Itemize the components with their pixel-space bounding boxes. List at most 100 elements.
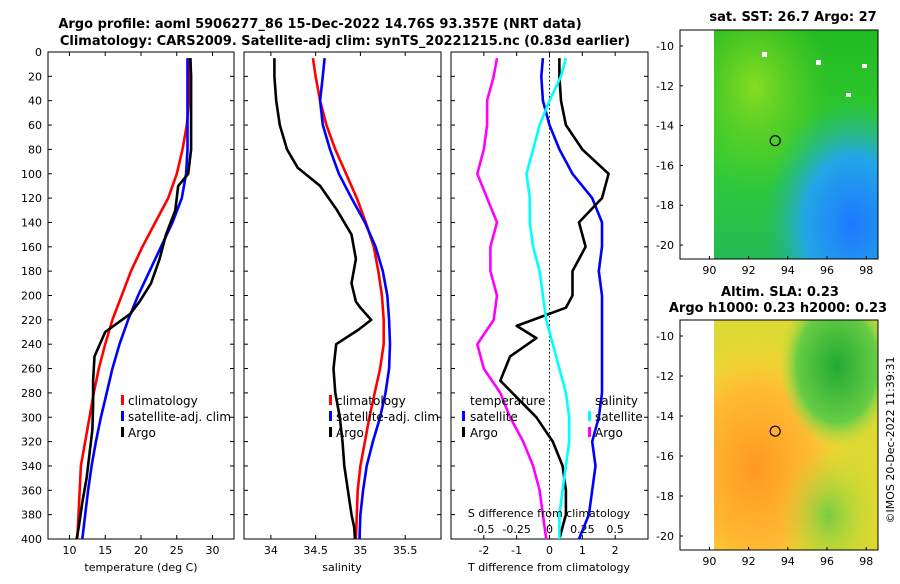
map-y-tick-label: -10 xyxy=(656,40,674,53)
map-x-tick-label: 96 xyxy=(820,264,834,277)
s-tick-label: 0 xyxy=(546,523,553,536)
salinity-legend: climatology satellite-adj. clim Argo xyxy=(329,394,439,440)
legend-swatch-climatology xyxy=(329,395,332,405)
map-y-tick-label: -20 xyxy=(656,530,674,543)
map-x-tick-label: 92 xyxy=(742,555,756,568)
x-tick-label: 25 xyxy=(170,544,184,557)
series-argo xyxy=(273,58,373,539)
y-tick-label: 320 xyxy=(21,436,42,449)
legend-swatch-satellite xyxy=(121,411,124,421)
difference-s-label: S difference from climatology xyxy=(468,507,631,520)
sst-map-panel: sat. SST: 26.7 Argo: 27 90 92 94 96 98 -10 -12… xyxy=(656,10,879,277)
y-tick-label: 80 xyxy=(28,143,42,156)
series-salinity-argo xyxy=(475,57,548,539)
y-tick-label: 240 xyxy=(21,338,42,351)
y-tick-label: 300 xyxy=(21,411,42,424)
map-y-tick-label: -16 xyxy=(656,159,674,172)
series-satellite-adj-clim xyxy=(81,58,189,539)
legend-label-argo: Argo xyxy=(336,426,364,440)
s-tick-label: 0.25 xyxy=(570,523,595,536)
legend-swatch-salinity-argo xyxy=(588,427,591,437)
map-x-tick-label: 92 xyxy=(742,264,756,277)
sla-map-panel: Altim. SLA: 0.23 Argo h1000: 0.23 h2000:… xyxy=(656,285,887,568)
argo-profile-marker xyxy=(769,425,781,437)
sst-cloud-gap xyxy=(816,60,821,65)
y-tick-label: 20 xyxy=(28,70,42,83)
legend-swatch-argo xyxy=(329,427,332,437)
map-y-tick-label: -12 xyxy=(656,370,674,383)
y-tick-label: 40 xyxy=(28,95,42,108)
legend-label-climatology: climatology xyxy=(336,394,406,408)
y-tick-label: 160 xyxy=(21,241,42,254)
sst-cloud-gap xyxy=(846,93,851,97)
y-tick-label: 60 xyxy=(28,119,42,132)
y-tick-label: 260 xyxy=(21,363,42,376)
y-tick-label: 340 xyxy=(21,460,42,473)
legend-label-salinity-argo: Argo xyxy=(595,426,623,440)
series-argo xyxy=(75,58,193,539)
salinity-panel: 34 34.5 35 35.5 salinity climatology satell… xyxy=(243,51,442,574)
difference-x-label: T difference from climatology xyxy=(467,561,630,574)
legend-label-temperature-argo: Argo xyxy=(470,426,498,440)
temperature-legend: climatology satellite-adj. clim Argo xyxy=(121,394,231,440)
legend-title-temperature: temperature xyxy=(470,394,545,408)
x-tick-label: -2 xyxy=(478,544,489,557)
sst-cloud-gap xyxy=(762,52,767,57)
x-tick-label: 0 xyxy=(546,544,553,557)
y-tick-label: 0 xyxy=(35,46,42,59)
legend-swatch-temperature-satellite xyxy=(462,411,465,421)
legend-swatch-salinity-satellite xyxy=(588,411,591,421)
legend-label-satellite: satellite-adj. clim xyxy=(128,410,231,424)
figure-title-line1: Argo profile: aoml 5906277_86 15-Dec-202… xyxy=(58,17,581,32)
x-tick-label: 34.5 xyxy=(303,544,328,557)
x-tick-label: 15 xyxy=(98,544,112,557)
map-x-tick-label: 94 xyxy=(781,555,795,568)
legend-label-satellite: satellite-adj. clim xyxy=(336,410,439,424)
series-climatology xyxy=(311,57,386,539)
y-tick-label: 120 xyxy=(21,192,42,205)
map-y-tick-label: -14 xyxy=(656,410,674,423)
legend-swatch-temperature-argo xyxy=(462,427,465,437)
sst-map-title: sat. SST: 26.7 Argo: 27 xyxy=(709,10,876,25)
map-y-tick-label: -16 xyxy=(656,450,674,463)
x-tick-label: 35 xyxy=(353,544,367,557)
y-tick-label: 200 xyxy=(21,290,42,303)
temperature-axes-frame xyxy=(47,51,235,540)
map-x-tick-label: 96 xyxy=(820,555,834,568)
y-tick-label: 280 xyxy=(21,387,42,400)
map-y-tick-label: -10 xyxy=(656,330,674,343)
x-tick-label: 35.5 xyxy=(393,544,418,557)
series-temperature-argo xyxy=(498,58,610,539)
salinity-x-label: salinity xyxy=(322,561,362,574)
map-y-tick-label: -14 xyxy=(656,120,674,133)
y-tick-label: 400 xyxy=(21,533,42,546)
difference-panel: -2 -1 0 1 2 T difference from climatology S … xyxy=(450,51,649,574)
series-satellite-adj-clim xyxy=(318,57,392,539)
legend-label-salinity-satellite: satellite xyxy=(595,410,643,424)
x-tick-label: 10 xyxy=(62,544,76,557)
x-tick-label: 1 xyxy=(579,544,586,557)
series-temperature-satellite xyxy=(539,57,604,539)
sst-map-frame xyxy=(679,29,879,260)
figure-title-line2: Climatology: CARS2009. Satellite-adj cli… xyxy=(60,34,630,49)
temperature-diff-legend: temperature satellite Argo xyxy=(462,394,545,440)
y-tick-label: 380 xyxy=(21,509,42,522)
y-tick-label: 100 xyxy=(21,168,42,181)
imos-credit: ©IMOS 20-Dec-2022 11:39:31 xyxy=(884,357,897,524)
sla-map-title-line2: Argo h1000: 0.23 h2000: 0.23 xyxy=(669,301,887,316)
sla-map-frame xyxy=(679,319,879,551)
legend-swatch-argo xyxy=(121,427,124,437)
legend-title-salinity: salinity xyxy=(595,394,638,408)
salinity-diff-legend: salinity satellite Argo xyxy=(588,394,643,440)
map-x-tick-label: 98 xyxy=(859,555,873,568)
sla-map-title-line1: Altim. SLA: 0.23 xyxy=(721,285,839,300)
map-x-tick-label: 90 xyxy=(702,264,716,277)
s-tick-label: 0.5 xyxy=(606,523,624,536)
sst-cloud-gap xyxy=(862,64,867,68)
series-climatology xyxy=(76,58,191,539)
map-y-tick-label: -18 xyxy=(656,199,674,212)
x-tick-label: 34 xyxy=(264,544,278,557)
y-tick-label: 140 xyxy=(21,216,42,229)
temperature-x-label: temperature (deg C) xyxy=(84,561,197,574)
